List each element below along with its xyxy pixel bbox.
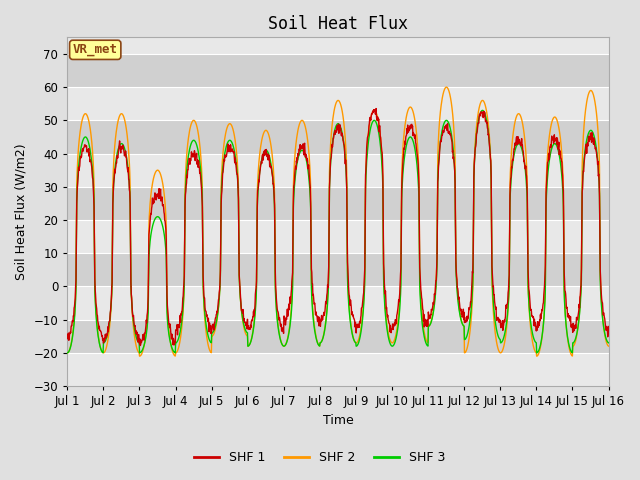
Bar <box>67 220 609 253</box>
Bar <box>67 353 609 386</box>
Bar <box>67 320 609 353</box>
Bar <box>67 154 609 187</box>
Title: Soil Heat Flux: Soil Heat Flux <box>268 15 408 33</box>
Text: VR_met: VR_met <box>73 43 118 56</box>
X-axis label: Time: Time <box>323 414 353 427</box>
Bar <box>67 187 609 220</box>
Y-axis label: Soil Heat Flux (W/m2): Soil Heat Flux (W/m2) <box>15 144 28 280</box>
Bar <box>67 287 609 320</box>
Bar <box>67 87 609 120</box>
Bar <box>67 253 609 287</box>
Bar <box>67 120 609 154</box>
Legend: SHF 1, SHF 2, SHF 3: SHF 1, SHF 2, SHF 3 <box>189 446 451 469</box>
Bar <box>67 54 609 87</box>
